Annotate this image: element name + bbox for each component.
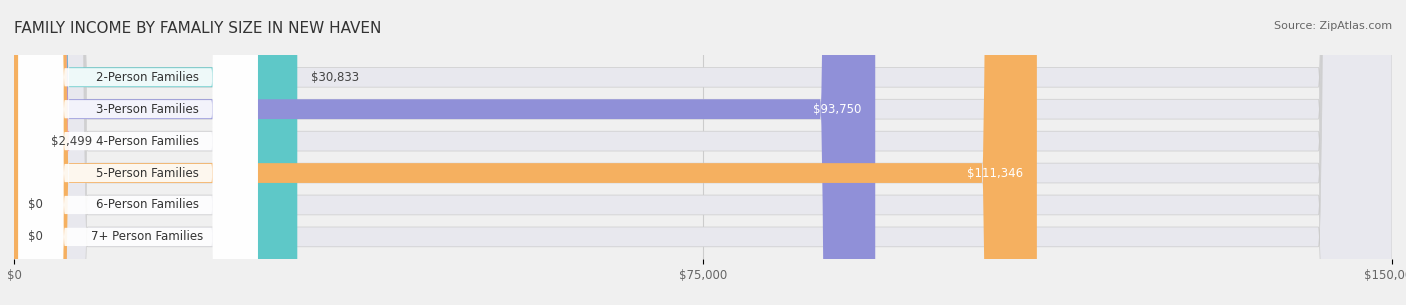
- Text: $2,499: $2,499: [51, 135, 91, 148]
- Text: 4-Person Families: 4-Person Families: [96, 135, 198, 148]
- FancyBboxPatch shape: [14, 0, 1392, 305]
- Text: $30,833: $30,833: [311, 71, 359, 84]
- Text: 5-Person Families: 5-Person Families: [96, 167, 198, 180]
- Text: Source: ZipAtlas.com: Source: ZipAtlas.com: [1274, 21, 1392, 31]
- FancyBboxPatch shape: [18, 0, 257, 305]
- Text: 6-Person Families: 6-Person Families: [96, 199, 198, 211]
- Text: $0: $0: [28, 230, 42, 243]
- FancyBboxPatch shape: [14, 0, 1392, 305]
- FancyBboxPatch shape: [14, 0, 1392, 305]
- FancyBboxPatch shape: [18, 0, 257, 305]
- FancyBboxPatch shape: [14, 0, 1392, 305]
- Text: $111,346: $111,346: [967, 167, 1024, 180]
- FancyBboxPatch shape: [18, 0, 257, 305]
- FancyBboxPatch shape: [14, 0, 1392, 305]
- Text: 2-Person Families: 2-Person Families: [96, 71, 198, 84]
- FancyBboxPatch shape: [0, 0, 69, 305]
- Text: 3-Person Families: 3-Person Families: [96, 103, 198, 116]
- FancyBboxPatch shape: [18, 0, 257, 305]
- FancyBboxPatch shape: [14, 0, 1036, 305]
- FancyBboxPatch shape: [14, 0, 875, 305]
- Text: 7+ Person Families: 7+ Person Families: [91, 230, 204, 243]
- FancyBboxPatch shape: [18, 0, 257, 305]
- Text: FAMILY INCOME BY FAMALIY SIZE IN NEW HAVEN: FAMILY INCOME BY FAMALIY SIZE IN NEW HAV…: [14, 21, 381, 36]
- FancyBboxPatch shape: [14, 0, 1392, 305]
- Text: $0: $0: [28, 199, 42, 211]
- Text: $93,750: $93,750: [813, 103, 862, 116]
- FancyBboxPatch shape: [18, 0, 257, 305]
- FancyBboxPatch shape: [14, 0, 297, 305]
